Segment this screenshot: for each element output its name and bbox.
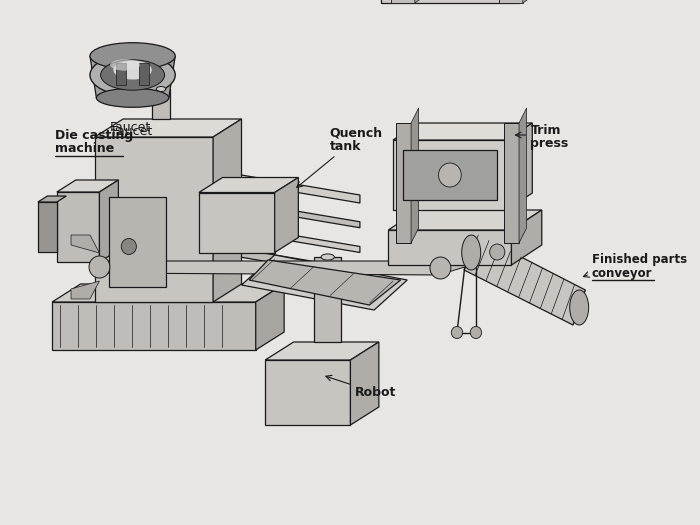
Polygon shape [71, 281, 99, 299]
Text: Faucet: Faucet [110, 121, 151, 134]
Polygon shape [52, 302, 256, 350]
Polygon shape [139, 63, 148, 85]
Polygon shape [381, 0, 519, 3]
Polygon shape [512, 210, 542, 265]
Ellipse shape [570, 290, 589, 325]
Text: Trim: Trim [531, 123, 561, 136]
Polygon shape [256, 284, 284, 350]
Text: Robot: Robot [355, 385, 397, 398]
Polygon shape [199, 193, 274, 253]
Ellipse shape [462, 235, 481, 270]
Polygon shape [116, 63, 126, 85]
Polygon shape [314, 257, 341, 342]
Polygon shape [213, 222, 360, 253]
Polygon shape [94, 137, 213, 302]
Polygon shape [519, 108, 526, 243]
Text: machine: machine [55, 142, 114, 155]
Polygon shape [213, 119, 241, 302]
Polygon shape [445, 247, 497, 273]
Polygon shape [402, 150, 497, 200]
Polygon shape [71, 235, 99, 253]
Circle shape [430, 257, 451, 279]
Circle shape [470, 327, 482, 339]
Polygon shape [389, 230, 512, 265]
Text: tank: tank [330, 141, 361, 153]
Ellipse shape [90, 54, 175, 96]
Text: conveyor: conveyor [592, 268, 652, 280]
Text: Die casting: Die casting [55, 129, 133, 142]
Polygon shape [389, 210, 542, 230]
Polygon shape [464, 235, 585, 325]
Text: Faucet: Faucet [112, 125, 153, 138]
Polygon shape [94, 119, 241, 137]
Polygon shape [393, 123, 532, 140]
Polygon shape [57, 180, 118, 192]
Polygon shape [38, 202, 57, 252]
Ellipse shape [90, 43, 175, 69]
Polygon shape [99, 180, 118, 262]
Polygon shape [415, 0, 432, 3]
Polygon shape [351, 342, 379, 425]
Polygon shape [241, 255, 407, 310]
Polygon shape [199, 177, 298, 193]
Text: press: press [531, 138, 568, 151]
Polygon shape [507, 123, 532, 210]
Polygon shape [274, 177, 298, 253]
Text: Quench: Quench [330, 127, 383, 140]
Polygon shape [213, 197, 360, 228]
Polygon shape [109, 197, 166, 287]
Polygon shape [213, 245, 360, 277]
Polygon shape [213, 170, 360, 203]
Polygon shape [38, 196, 66, 202]
Polygon shape [504, 123, 519, 243]
Polygon shape [151, 89, 171, 119]
Polygon shape [265, 360, 351, 425]
Polygon shape [52, 284, 284, 302]
Ellipse shape [101, 60, 164, 90]
Polygon shape [90, 56, 175, 98]
Circle shape [452, 327, 463, 339]
Polygon shape [411, 108, 419, 243]
Ellipse shape [156, 87, 166, 91]
Ellipse shape [110, 59, 140, 71]
Polygon shape [519, 0, 554, 3]
Circle shape [438, 163, 461, 187]
Ellipse shape [113, 60, 152, 79]
Polygon shape [249, 260, 400, 305]
Polygon shape [396, 123, 411, 243]
Circle shape [490, 244, 505, 260]
Polygon shape [499, 0, 523, 3]
Polygon shape [57, 192, 99, 262]
Polygon shape [94, 261, 445, 275]
Polygon shape [393, 140, 507, 210]
Polygon shape [523, 0, 540, 3]
Polygon shape [265, 342, 379, 360]
Text: Finished parts: Finished parts [592, 254, 687, 267]
Circle shape [89, 256, 110, 278]
Circle shape [121, 238, 136, 255]
Ellipse shape [97, 88, 169, 107]
Polygon shape [391, 0, 415, 3]
Ellipse shape [321, 254, 335, 260]
